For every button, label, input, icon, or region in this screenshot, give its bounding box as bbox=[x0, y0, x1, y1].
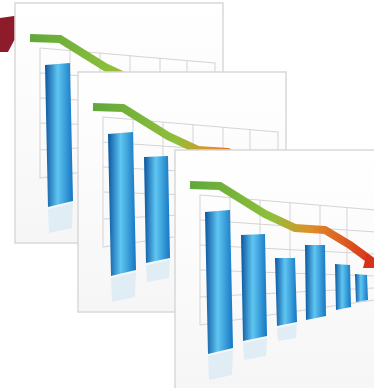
card-front bbox=[175, 150, 374, 388]
